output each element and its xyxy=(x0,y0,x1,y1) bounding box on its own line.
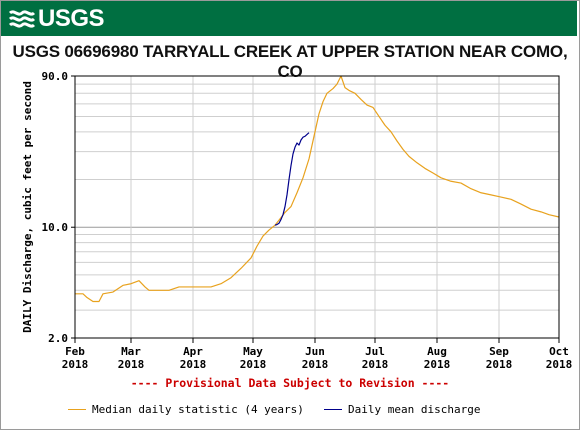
x-tick-month: Mar xyxy=(121,345,141,358)
usgs-wave-icon xyxy=(9,10,35,28)
provisional-notice: ---- Provisional Data Subject to Revisio… xyxy=(130,376,450,390)
grid-lines xyxy=(71,75,560,343)
x-tick-year: 2018 xyxy=(486,358,513,371)
y-tick-label: 90.0 xyxy=(42,70,69,83)
x-tick-month: May xyxy=(243,345,263,358)
x-tick-year: 2018 xyxy=(424,358,451,371)
daily-mean-series-line xyxy=(274,132,310,226)
x-tick-month: Apr xyxy=(183,345,203,358)
x-tick-year: 2018 xyxy=(546,358,573,371)
x-tick-month: Sep xyxy=(489,345,509,358)
x-tick-month: Oct xyxy=(549,345,569,358)
x-tick-month: Jun xyxy=(305,345,325,358)
y-tick-label: 10.0 xyxy=(42,221,69,234)
legend-median-label: Median daily statistic (4 years) xyxy=(92,403,304,416)
x-tick-year: 2018 xyxy=(180,358,207,371)
x-tick-year: 2018 xyxy=(302,358,329,371)
x-tick-year: 2018 xyxy=(362,358,389,371)
axis-labels: Feb2018Mar2018Apr2018May2018Jun2018Jul20… xyxy=(21,70,572,371)
y-axis-label: DAILY Discharge, cubic feet per second xyxy=(21,81,34,333)
usgs-logo-text: USGS xyxy=(38,5,105,32)
x-tick-year: 2018 xyxy=(62,358,89,371)
x-tick-month: Aug xyxy=(427,345,447,358)
legend-mean: Daily mean discharge xyxy=(324,403,480,416)
x-tick-year: 2018 xyxy=(240,358,267,371)
series-lines xyxy=(75,75,560,303)
x-tick-year: 2018 xyxy=(118,358,145,371)
legend-mean-swatch xyxy=(324,409,342,410)
x-tick-month: Feb xyxy=(65,345,85,358)
legend-median-swatch xyxy=(68,409,86,410)
legend-mean-label: Daily mean discharge xyxy=(348,403,481,416)
y-tick-label: 2.0 xyxy=(48,332,68,345)
x-tick-month: Jul xyxy=(365,345,385,358)
median-series-line xyxy=(75,75,560,303)
plot-border xyxy=(74,75,560,339)
usgs-banner: USGS xyxy=(1,1,577,36)
usgs-logo[interactable]: USGS xyxy=(9,5,105,33)
legend-median: Median daily statistic (4 years) xyxy=(68,403,304,416)
